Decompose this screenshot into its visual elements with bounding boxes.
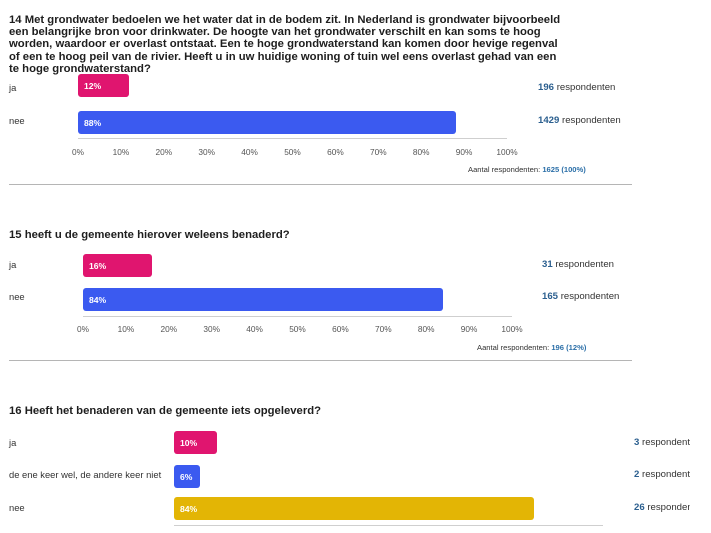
- chart-q16-respondents-ja-suffix: respondenten: [642, 437, 690, 448]
- chart-q16-category-wisselend: de ene keer wel, de andere keer niet: [9, 469, 162, 480]
- chart-q14-bar-nee: [78, 111, 456, 134]
- chart-q16-x-axis: [174, 525, 603, 526]
- chart-q15-tick-label: 50%: [289, 324, 306, 334]
- chart-q15-tick-label: 70%: [374, 324, 392, 334]
- chart-q15-x-axis: [83, 316, 512, 317]
- chart-q14-tick-label: 20%: [155, 147, 173, 157]
- chart-q14-title: 14 Met grondwater bedoelen we het water …: [9, 14, 561, 75]
- chart-q16-category-ja: ja: [9, 437, 17, 448]
- chart-q14-tick-label: 80%: [412, 147, 430, 157]
- chart-q15-tick-label: 100%: [501, 324, 523, 334]
- divider-1: [9, 184, 632, 185]
- chart-q16-respondents-nee: 26 respondenten: [634, 502, 690, 513]
- chart-q15-category-ja: ja: [9, 259, 17, 270]
- chart-q16-respondents-wisselend: 2 respondenten: [634, 469, 690, 480]
- chart-q14-tick-label: 100%: [496, 147, 518, 157]
- charts-page: 14 Met grondwater bedoelen we het water …: [9, 14, 690, 526]
- chart-q16-respondents-wisselend-count: 2: [634, 469, 640, 480]
- chart-q14-respondents-nee-suffix: respondenten: [562, 115, 621, 126]
- chart-q14-respondents-nee: 1429 respondenten: [538, 115, 621, 126]
- chart-q14-respondents-ja-suffix: respondenten: [556, 82, 616, 93]
- chart-q14-bar-label-ja: 12%: [84, 81, 102, 91]
- chart-q15-tick-label: 80%: [417, 324, 435, 334]
- divider-2: [9, 360, 632, 361]
- chart-q16-bar-nee: [174, 497, 535, 520]
- chart-q16-bar-wisselend: [174, 465, 200, 488]
- chart-q16-respondents-nee-suffix: respondenten: [647, 502, 690, 513]
- chart-q15-title: 15 heeft u de gemeente hierover weleens …: [9, 229, 290, 241]
- chart-q15-category-nee: nee: [9, 291, 25, 302]
- chart-q15-bar-label-ja: 16%: [89, 261, 107, 271]
- chart-q15-respondents-ja-count: 31: [542, 259, 553, 270]
- chart-q16-respondents-ja-count: 3: [634, 437, 640, 448]
- chart-q15-tick-label: 0%: [77, 324, 89, 334]
- chart-q15-respondents-ja: 31 respondenten: [542, 259, 614, 270]
- chart-q15-respondents-ja-suffix: respondenten: [555, 259, 615, 270]
- chart-q14-x-axis: [78, 138, 507, 139]
- chart-q16-bar-label-wisselend: 6%: [180, 472, 193, 482]
- chart-q14-tick-label: 60%: [327, 147, 344, 157]
- chart-q16-respondents-nee-count: 26: [634, 502, 645, 513]
- chart-q16-bar-label-ja: 10%: [180, 438, 198, 448]
- chart-q15-bar-nee: [83, 288, 444, 311]
- chart-q16-title: 16 Heeft het benaderen van de gemeente i…: [9, 405, 322, 417]
- chart-q14-tick-label: 30%: [198, 147, 215, 157]
- chart-q14-category-nee: nee: [9, 115, 25, 126]
- chart-q14-total-value: 1625 (100%): [542, 165, 586, 174]
- chart-q15-total-value: 196 (12%): [551, 343, 587, 352]
- chart-q15-tick-label: 20%: [160, 324, 178, 334]
- chart-q14-tick-label: 10%: [112, 147, 130, 157]
- chart-q14-tick-label: 0%: [72, 147, 84, 157]
- chart-q15-respondents-nee-suffix: respondenten: [560, 291, 620, 302]
- chart-q15-respondents-nee-count: 165: [542, 291, 559, 302]
- chart-q14-total: Aantal respondenten: 1625 (100%): [468, 165, 586, 174]
- chart-q15-tick-label: 40%: [246, 324, 263, 334]
- chart-q14-respondents-ja-count: 196: [538, 82, 555, 93]
- chart-q14-tick-label: 50%: [284, 147, 301, 157]
- chart-q14-respondents-ja: 196 respondenten: [538, 82, 615, 93]
- chart-q15-respondents-nee: 165 respondenten: [542, 291, 619, 302]
- chart-q16-bar-label-nee: 84%: [180, 504, 198, 514]
- chart-q15-total-label: Aantal respondenten:: [477, 343, 550, 352]
- chart-q15-tick-label: 10%: [117, 324, 135, 334]
- chart-q16-category-nee: nee: [9, 502, 25, 513]
- chart-q14-tick-label: 90%: [455, 147, 473, 157]
- chart-q15-tick-label: 60%: [332, 324, 349, 334]
- chart-q15-bar-ja: [83, 254, 152, 277]
- chart-q14-total-label: Aantal respondenten:: [468, 165, 541, 174]
- chart-q14-category-ja: ja: [9, 82, 17, 93]
- chart-q14-bar-ja: [78, 74, 130, 97]
- chart-q16-respondents-wisselend-suffix: respondenten: [642, 469, 690, 480]
- chart-q16-respondents-ja: 3 respondenten: [634, 437, 690, 448]
- chart-q16-bar-ja: [174, 431, 217, 454]
- chart-q15-tick-label: 90%: [460, 324, 478, 334]
- chart-q15-bar-label-nee: 84%: [89, 295, 107, 305]
- chart-q15-total: Aantal respondenten: 196 (12%): [477, 343, 586, 352]
- chart-q15-tick-label: 30%: [203, 324, 220, 334]
- chart-q14-bar-label-nee: 88%: [84, 118, 102, 128]
- chart-q14-tick-label: 70%: [369, 147, 387, 157]
- chart-q14-respondents-nee-count: 1429: [538, 115, 560, 126]
- chart-q14-tick-label: 40%: [241, 147, 258, 157]
